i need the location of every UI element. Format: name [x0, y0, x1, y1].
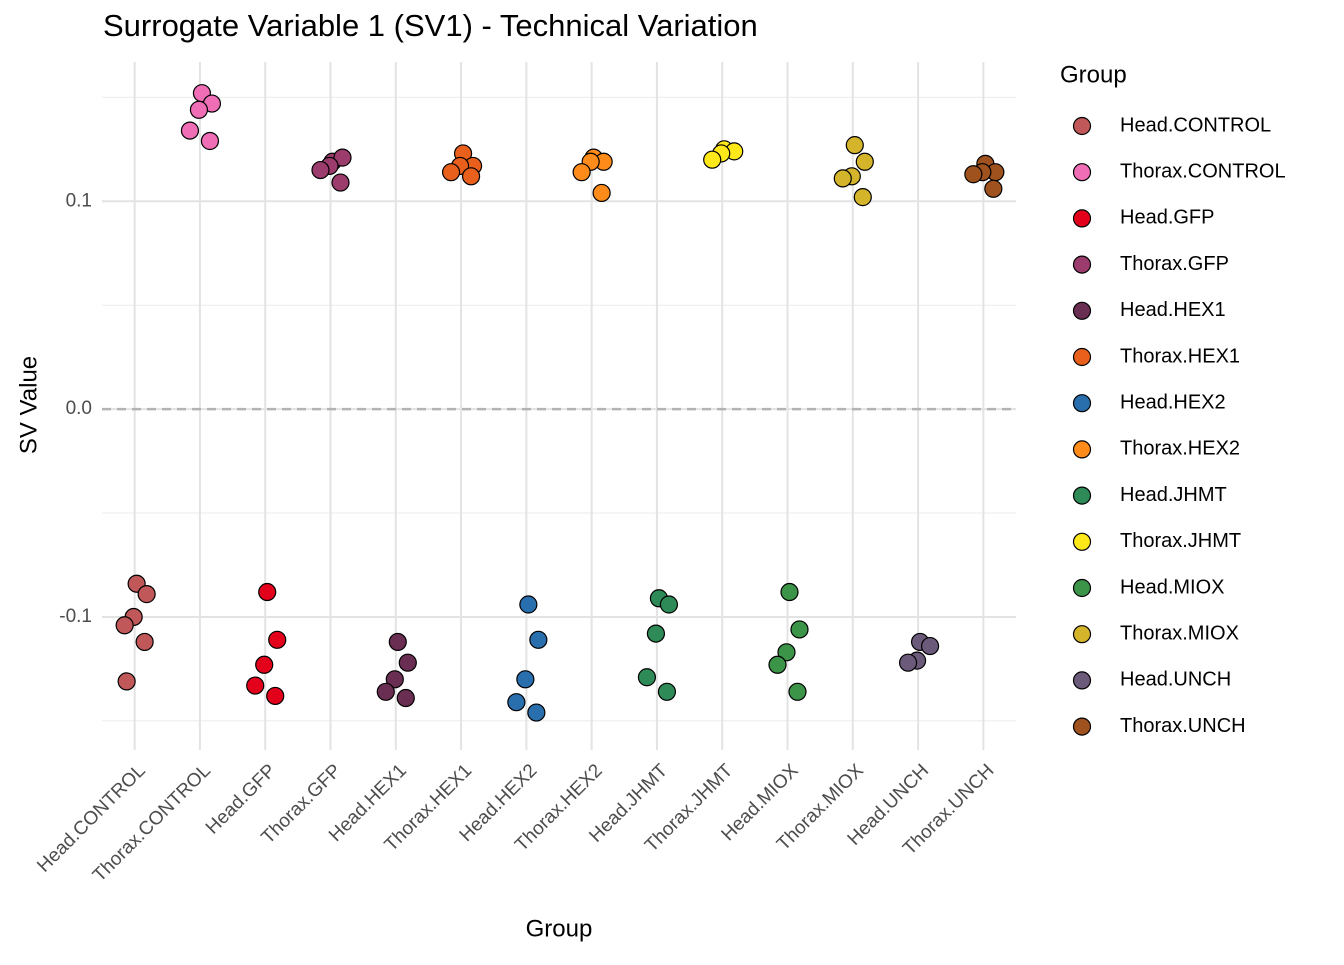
point	[984, 179, 1003, 198]
point	[855, 152, 874, 171]
point	[333, 148, 352, 167]
point	[768, 655, 787, 674]
legend-marker	[1072, 671, 1092, 690]
legend-label: Head.HEX1	[1120, 299, 1226, 321]
point	[964, 165, 983, 184]
point	[376, 682, 395, 701]
legend-label: Head.HEX2	[1120, 391, 1226, 413]
legend-label: Thorax.UNCH	[1120, 715, 1246, 737]
point	[790, 620, 809, 639]
chart-title: Surrogate Variable 1 (SV1) - Technical V…	[103, 8, 758, 43]
y-tick-label: -0.1	[59, 606, 92, 627]
point	[396, 688, 415, 708]
legend-marker	[1072, 347, 1092, 367]
point	[853, 188, 872, 207]
legend-label: Thorax.GFP	[1120, 253, 1229, 275]
legend-label: Head.GFP	[1120, 207, 1214, 229]
point	[268, 630, 287, 649]
legend-label: Thorax.HEX1	[1120, 345, 1240, 367]
point	[388, 632, 407, 652]
point	[311, 160, 330, 180]
point	[529, 630, 548, 649]
y-axis-title: SV Value	[15, 356, 42, 454]
point	[115, 616, 134, 635]
point	[385, 670, 404, 689]
point	[637, 668, 657, 687]
point	[659, 595, 679, 614]
legend-marker	[1072, 440, 1092, 459]
legend-label: Head.CONTROL	[1120, 114, 1271, 136]
legend-marker	[1072, 625, 1092, 644]
point	[592, 183, 611, 203]
x-axis-title: Group	[526, 915, 593, 942]
legend-label: Thorax.HEX2	[1120, 438, 1240, 460]
point	[777, 643, 796, 662]
point	[703, 150, 722, 169]
legend-marker	[1072, 578, 1092, 598]
point	[189, 100, 209, 119]
point	[441, 163, 461, 182]
point	[180, 121, 200, 140]
x-tick-label: Head.CONTROL	[33, 760, 149, 876]
point	[657, 682, 677, 701]
point	[200, 131, 220, 151]
y-tick-label: 0.0	[66, 398, 92, 419]
point	[246, 676, 265, 695]
point	[461, 167, 481, 186]
legend-label: Thorax.MIOX	[1120, 622, 1239, 644]
point	[331, 173, 350, 192]
legend-marker	[1072, 163, 1092, 182]
legend-marker	[1072, 486, 1092, 505]
point	[572, 163, 591, 182]
legend-marker	[1072, 717, 1092, 736]
point	[833, 169, 852, 188]
point	[258, 582, 277, 602]
legend-label: Head.MIOX	[1120, 576, 1224, 598]
point	[266, 686, 285, 706]
legend-label: Thorax.JHMT	[1120, 530, 1241, 552]
y-tick-label: 0.1	[66, 190, 92, 211]
point	[527, 703, 546, 722]
point	[780, 582, 799, 602]
point	[507, 693, 526, 712]
legend-marker	[1072, 301, 1092, 320]
point	[135, 632, 154, 652]
legend-marker	[1072, 532, 1092, 551]
x-tick-label: Thorax.CONTROL	[89, 760, 215, 886]
legend-marker	[1072, 255, 1092, 274]
point	[920, 636, 940, 656]
point	[788, 682, 807, 701]
point	[398, 653, 417, 672]
point	[516, 670, 535, 689]
point	[519, 595, 538, 614]
point	[117, 672, 136, 691]
point	[137, 585, 156, 604]
point	[845, 136, 864, 155]
legend-label: Thorax.CONTROL	[1120, 160, 1286, 182]
legend-marker	[1072, 209, 1092, 228]
legend-marker	[1072, 394, 1092, 413]
legend-label: Head.JHMT	[1120, 484, 1227, 506]
point	[255, 655, 274, 674]
point	[898, 653, 918, 672]
legend-marker	[1072, 116, 1092, 136]
legend-label: Head.UNCH	[1120, 669, 1231, 691]
legend-title: Group	[1060, 61, 1127, 88]
point	[646, 624, 666, 643]
